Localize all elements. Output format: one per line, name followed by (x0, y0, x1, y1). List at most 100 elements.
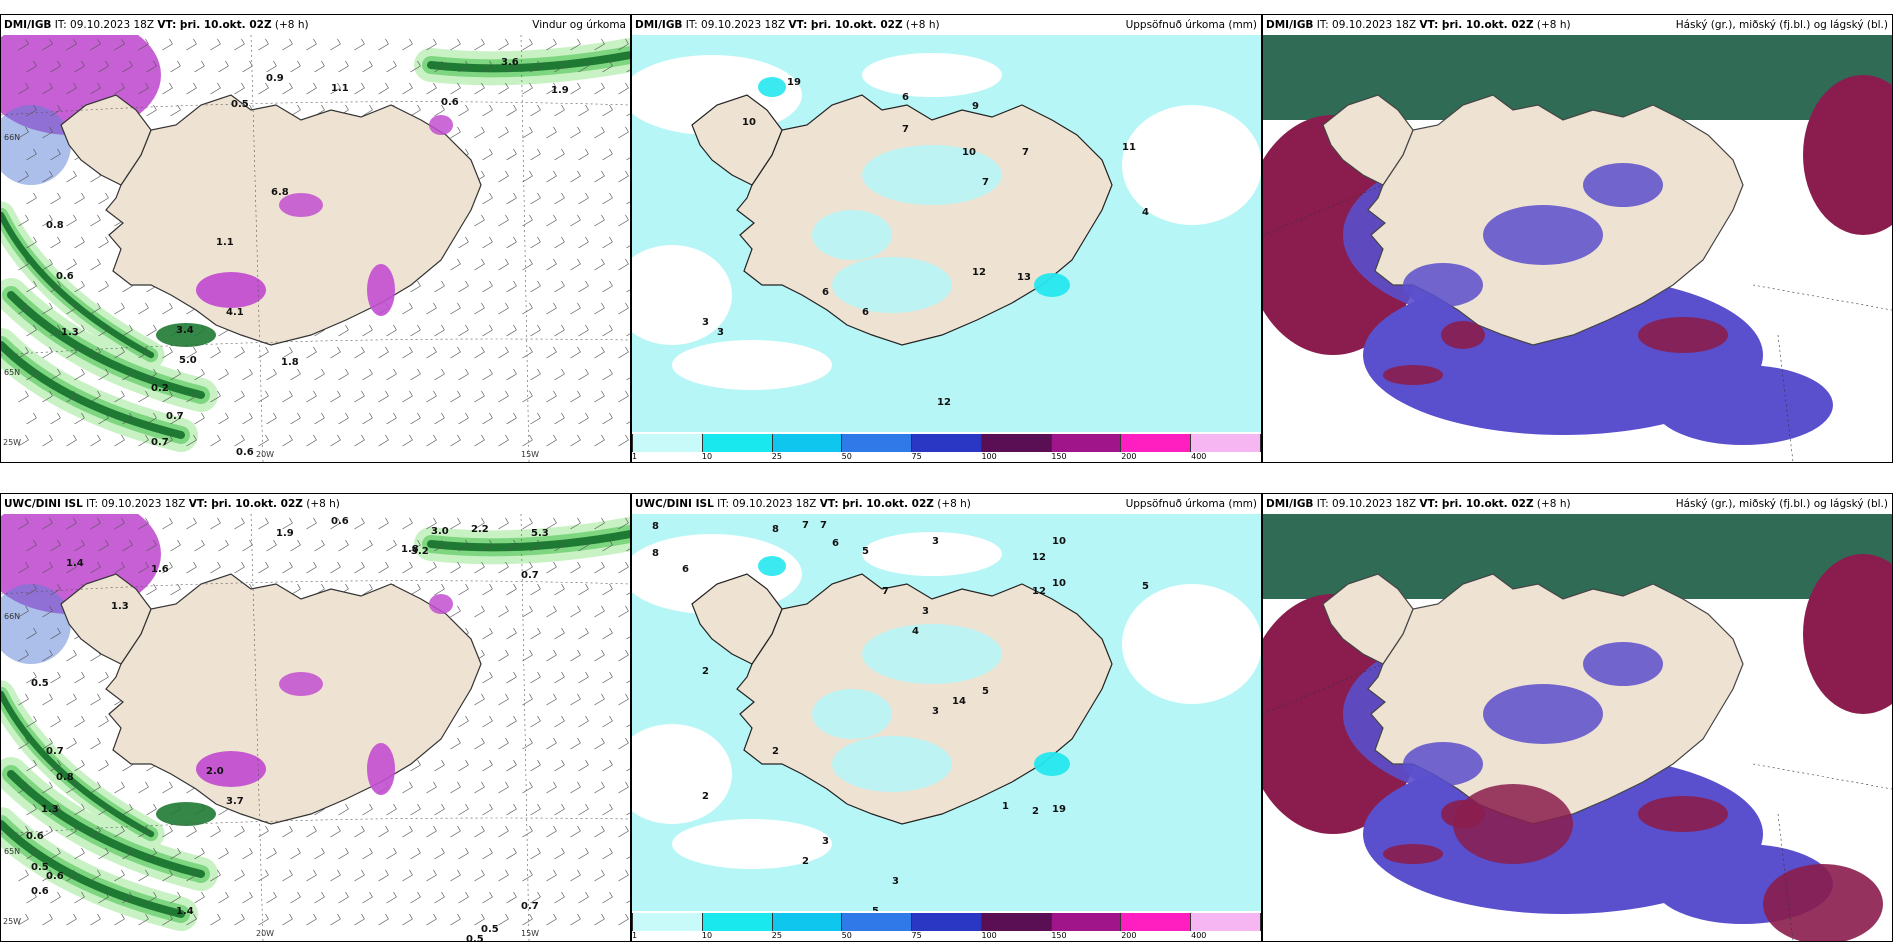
value-label: 0.7 (521, 570, 539, 581)
precip-bands (1, 517, 630, 931)
colorbar-cell (1121, 913, 1192, 931)
colorbar-tick: 150 (1051, 452, 1067, 461)
value-label: 11 (1122, 142, 1136, 153)
colorbar-tick: 50 (841, 931, 852, 940)
colorbar-tick: 150 (1051, 931, 1067, 940)
precip-colorbar: 1 10 25 50 75 100 150 200 400 (632, 911, 1262, 941)
precip-area (279, 193, 323, 217)
value-label: 1.1 (331, 83, 349, 94)
moderate-precip (758, 77, 786, 97)
precip-area (279, 672, 323, 696)
model-name: DMI/IGB (1266, 19, 1314, 31)
init-time: IT: 09.10.2023 18Z (1313, 19, 1420, 31)
iceland-landmass (691, 94, 1113, 346)
axis-label: 15W (521, 929, 539, 938)
cloud-map (1263, 514, 1892, 941)
value-label: 0.5 (31, 862, 49, 873)
colorbar-cell (1051, 434, 1122, 452)
lead-time: (+8 h) (1533, 19, 1571, 31)
valid-time: VT: þri. 10.okt. 02Z (1419, 498, 1534, 510)
panel-dmi-wind: DMI/IGB IT: 09.10.2023 18Z VT: þri. 10.o… (0, 14, 631, 463)
moderate-precip (1034, 273, 1070, 297)
lead-time: (+8 h) (902, 19, 940, 31)
model-name: UWC/DINI ISL (4, 498, 83, 510)
value-label: 4 (1142, 207, 1149, 218)
colorbar-cell (842, 434, 913, 452)
value-label: 0.8 (56, 772, 74, 783)
cloud-over-land (1383, 642, 1883, 941)
value-label: 2.0 (206, 766, 224, 777)
light-precip (862, 145, 1002, 205)
value-label: 4 (912, 626, 919, 637)
value-label: 0.5 (466, 934, 484, 941)
axis-label: 66N (4, 133, 20, 142)
colorbar-tick: 75 (911, 452, 922, 461)
value-label: 2 (802, 856, 809, 867)
valid-time: VT: þri. 10.okt. 02Z (188, 498, 303, 510)
colorbar-ticks: 1 10 25 50 75 100 150 200 400 (632, 931, 1261, 941)
valid-time: VT: þri. 10.okt. 02Z (157, 19, 272, 31)
value-label: 6 (682, 564, 689, 575)
value-label: 3.0 (431, 526, 449, 537)
colorbar-cell (1191, 913, 1262, 931)
valid-time: VT: þri. 10.okt. 02Z (788, 19, 903, 31)
value-label: 6 (822, 287, 829, 298)
precip-map: 878765631210534253212325127101419832 (632, 514, 1261, 941)
valid-time: VT: þri. 10.okt. 02Z (1419, 19, 1534, 31)
colorbar-tick: 400 (1191, 452, 1207, 461)
value-label: 0.6 (331, 516, 349, 527)
value-label: 3.6 (501, 57, 519, 68)
value-label: 3.7 (226, 796, 244, 807)
colorbar-cell (702, 913, 773, 931)
value-label: 1.9 (276, 528, 294, 539)
value-label: 5.3 (531, 528, 549, 539)
colorbar-cell (1191, 434, 1262, 452)
value-label: 7 (1022, 147, 1029, 158)
value-label: 0.6 (46, 871, 64, 882)
precip-area (429, 594, 453, 614)
precip-area (429, 115, 453, 135)
value-label: 0.7 (151, 437, 169, 448)
lead-time: (+8 h) (933, 498, 971, 510)
wind-map: 0.9 1.1 3.6 0.5 0.6 1.9 0.8 0.6 1.3 0.2 0.7 0.7 0.6 4… (1, 35, 630, 462)
wind-map: 0.6 1.9 3.0 5.3 1.4 1.8 3.2 2.2 1.3 1.6 0.7 0.5 0.7 0… (1, 514, 630, 941)
value-label: 3.2 (411, 546, 429, 557)
iceland-landmass (691, 573, 1113, 825)
value-label: 9 (972, 101, 979, 112)
heavy-precip-area (196, 751, 266, 787)
colorbar-cells (632, 913, 1262, 931)
light-precip (812, 210, 892, 260)
panel-header: UWC/DINI ISL IT: 09.10.2023 18Z VT: þri.… (1, 494, 630, 514)
value-label: 5.0 (179, 355, 197, 366)
value-label: 6 (902, 92, 909, 103)
lead-time: (+8 h) (271, 19, 309, 31)
panel-header: DMI/IGB IT: 09.10.2023 18Z VT: þri. 10.o… (1263, 494, 1892, 514)
colorbar-tick: 200 (1121, 931, 1137, 940)
colorbar-tick: 100 (981, 452, 997, 461)
colorbar-tick: 50 (841, 452, 852, 461)
init-time: IT: 09.10.2023 18Z (82, 498, 189, 510)
panel-uwc-wind: UWC/DINI ISL IT: 09.10.2023 18Z VT: þri.… (0, 493, 631, 942)
precip-map: 19 10 6 7 9 7 10 11 7 4 3 13 12 6 6 3 12 (632, 35, 1261, 462)
panel-title: Vindur og úrkoma (532, 19, 626, 31)
axis-label: 65N (4, 847, 20, 856)
value-label: 0.5 (481, 924, 499, 935)
precip-area (1, 584, 71, 664)
value-label: 12 (1032, 586, 1046, 597)
heavy-precip-area (196, 272, 266, 308)
precip-bands (1, 38, 630, 452)
value-label: 3 (702, 317, 709, 328)
value-label: 19 (787, 77, 801, 88)
graticule (1, 514, 630, 941)
value-label: 0.6 (26, 831, 44, 842)
light-precip (862, 624, 1002, 684)
dry-areas (632, 53, 1261, 390)
colorbar-tick: 10 (701, 931, 713, 940)
value-label: 3.4 (176, 325, 194, 336)
value-label: 2.2 (471, 524, 489, 535)
colorbar-tick: 10 (701, 452, 713, 461)
panel-header: DMI/IGB IT: 09.10.2023 18Z VT: þri. 10.o… (1, 15, 630, 35)
value-label: 2 (702, 791, 709, 802)
colorbar-tick: 75 (911, 931, 922, 940)
value-label: 3 (922, 606, 929, 617)
